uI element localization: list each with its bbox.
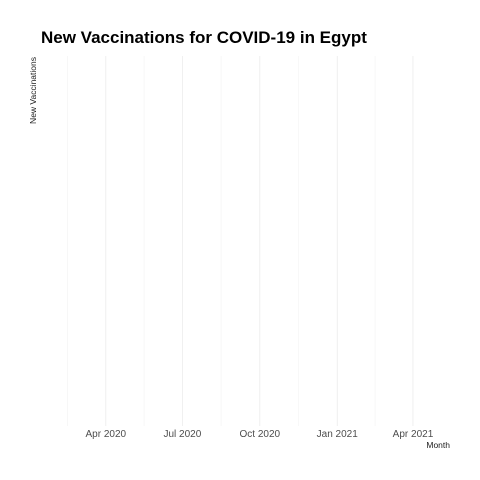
x-tick-label: Jan 2021 bbox=[317, 429, 359, 440]
x-tick-label: Jul 2020 bbox=[163, 429, 201, 440]
x-axis-ticks: Apr 2020 Jul 2020 Oct 2020 Jan 2021 Apr 2021 bbox=[86, 429, 434, 440]
x-axis-label: Month bbox=[426, 440, 450, 450]
y-axis-label: New Vaccinations bbox=[28, 57, 38, 124]
x-tick-label: Apr 2020 bbox=[86, 429, 127, 440]
plot-panel bbox=[67, 56, 414, 426]
x-tick-label: Oct 2020 bbox=[240, 429, 281, 440]
minor-grid bbox=[67, 56, 376, 426]
chart-title: New Vaccinations for COVID-19 in Egypt bbox=[41, 28, 367, 47]
major-grid bbox=[105, 56, 414, 426]
x-tick-label: Apr 2021 bbox=[393, 429, 434, 440]
